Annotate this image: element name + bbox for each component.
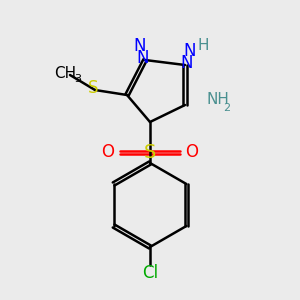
Text: NH: NH bbox=[207, 92, 230, 107]
Text: N: N bbox=[184, 42, 196, 60]
Text: N: N bbox=[137, 49, 149, 67]
Text: 2: 2 bbox=[223, 103, 230, 113]
Text: CH: CH bbox=[54, 65, 76, 80]
Text: S: S bbox=[88, 79, 98, 97]
Text: Cl: Cl bbox=[142, 264, 158, 282]
Text: H: H bbox=[197, 38, 209, 52]
Text: O: O bbox=[101, 143, 115, 161]
Text: N: N bbox=[134, 37, 146, 55]
Text: N: N bbox=[181, 54, 193, 72]
Text: O: O bbox=[185, 143, 199, 161]
Text: 3: 3 bbox=[74, 74, 82, 84]
Text: S: S bbox=[144, 142, 156, 161]
